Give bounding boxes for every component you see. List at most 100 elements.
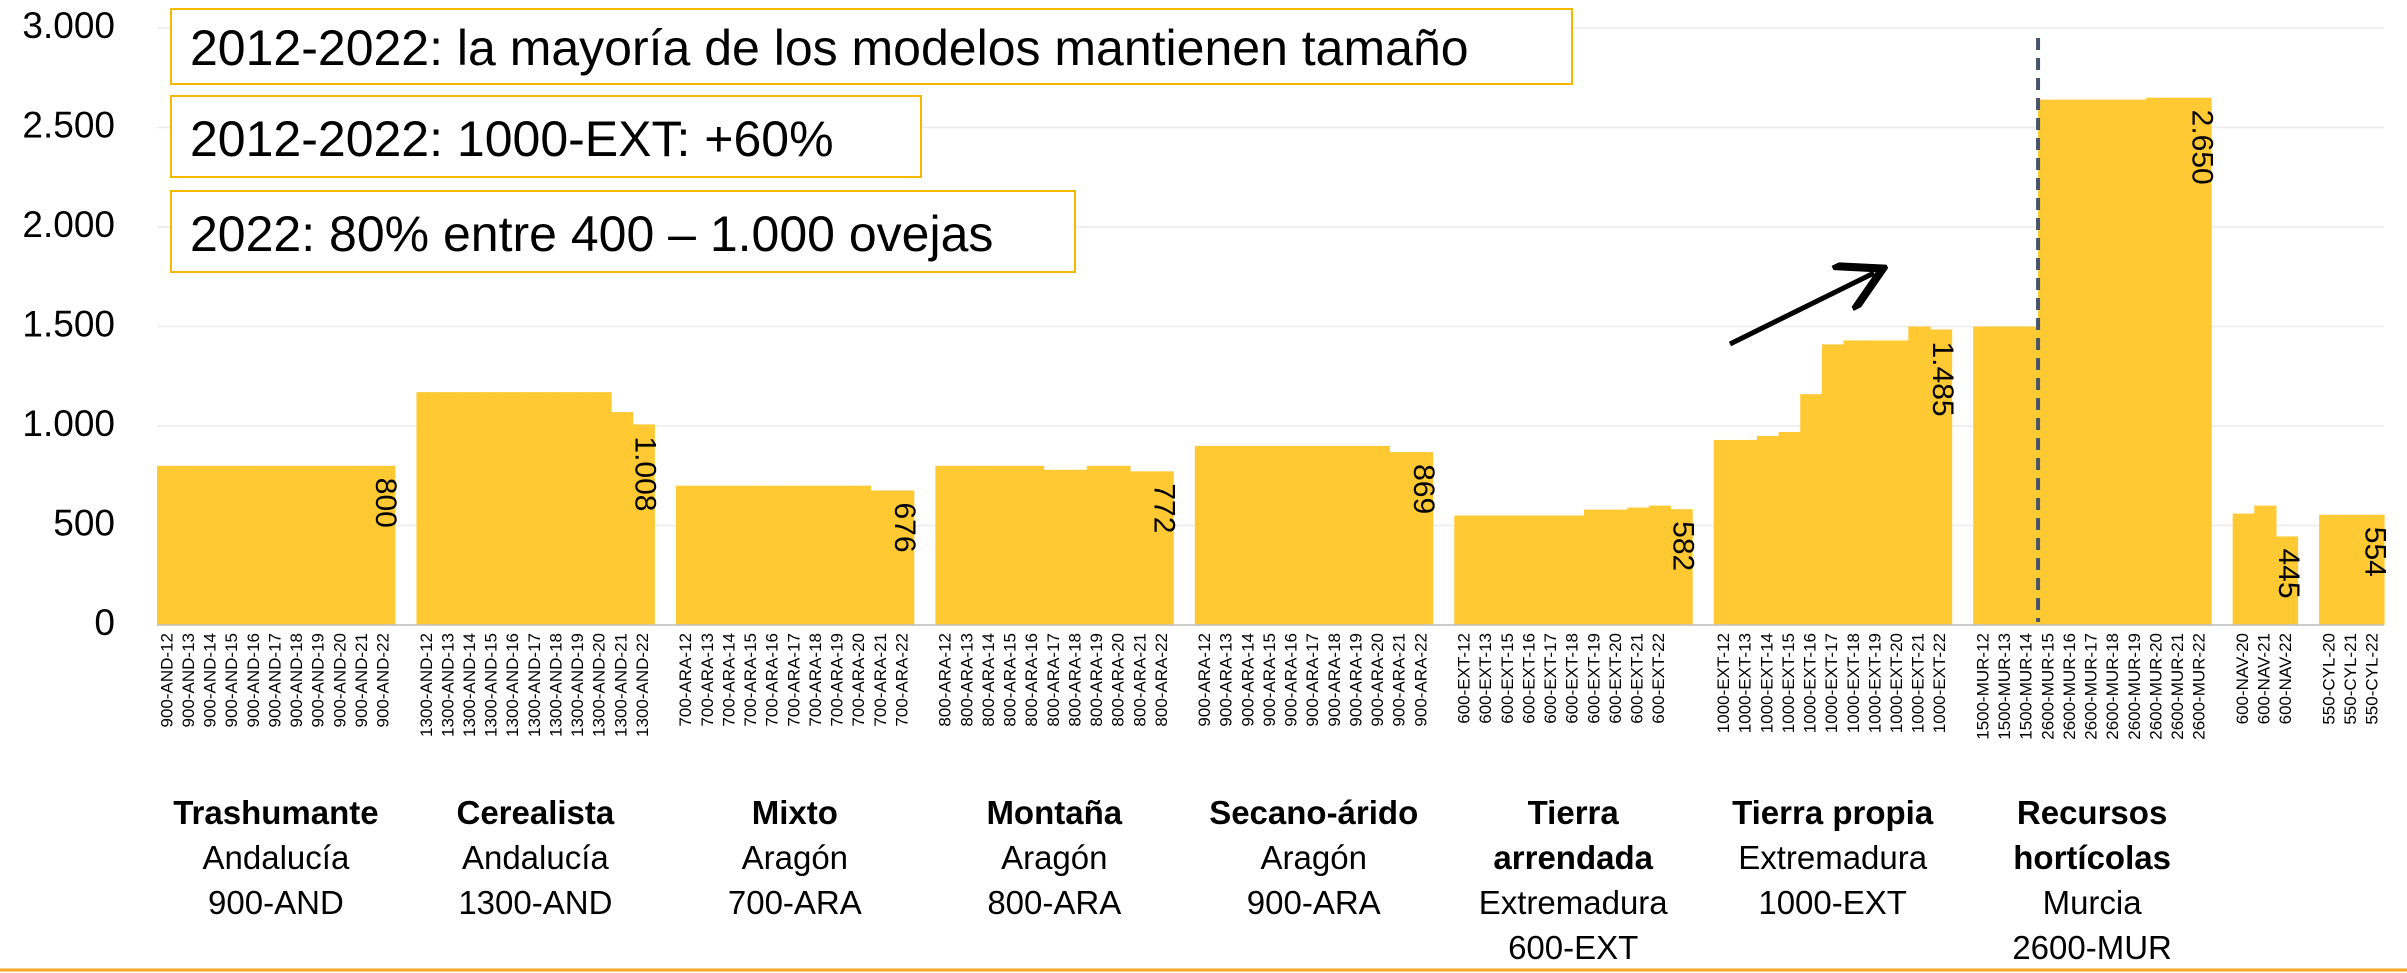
bar <box>2059 99 2082 625</box>
x-tick-label: 1000-EXT-22 <box>1930 633 1949 733</box>
x-tick-label: 1300-AND-15 <box>482 633 501 737</box>
bar <box>1735 439 1758 625</box>
x-tick-label: 2600-MUR-19 <box>2125 633 2144 740</box>
bar <box>308 465 331 625</box>
bar <box>329 465 353 625</box>
x-tick-label: 1000-EXT-12 <box>1714 633 1733 733</box>
bar <box>1367 445 1391 625</box>
bar <box>1605 509 1628 625</box>
y-tick-label: 3.000 <box>22 5 115 46</box>
bar <box>265 465 288 625</box>
group-code: 1300-AND <box>458 884 613 921</box>
x-tick-label: 800-ARA-16 <box>1022 633 1041 727</box>
x-tick-label: 900-ARA-12 <box>1195 633 1214 727</box>
trend-arrow <box>1728 273 1874 347</box>
bar <box>1475 515 1499 625</box>
group-code: 1000-EXT <box>1758 884 1907 921</box>
bars: 900-AND-12 900-AND-13 900-AND-14 900-AND-15… <box>157 97 2391 740</box>
bar <box>1346 445 1369 625</box>
x-tick-label: 1500-MUR-13 <box>1995 633 2014 740</box>
bar <box>1108 465 1131 625</box>
bar <box>1129 471 1153 625</box>
bar <box>1756 435 1780 625</box>
x-tick-label: 600-EXT-22 <box>1649 633 1668 724</box>
bar <box>567 392 591 625</box>
bar <box>1627 507 1650 625</box>
bar <box>1021 465 1045 625</box>
x-tick-label: 900-ARA-21 <box>1390 633 1409 727</box>
bar <box>1389 452 1412 625</box>
x-tick-label: 600-NAV-21 <box>2255 633 2274 724</box>
bar <box>762 485 785 625</box>
x-tick-label: 1300-AND-21 <box>611 633 630 737</box>
x-tick-label: 1000-EXT-15 <box>1779 633 1798 733</box>
group-region: Aragón <box>1001 839 1108 876</box>
group-label: Tierra arrendada Extremadura 600-EXT <box>1443 790 1702 970</box>
x-tick-label: 900-ARA-17 <box>1303 633 1322 727</box>
bar <box>438 392 461 625</box>
bar <box>524 392 547 625</box>
x-tick-label: 900-AND-18 <box>287 633 306 728</box>
x-tick-label: 900-AND-14 <box>201 633 220 728</box>
bar <box>481 392 504 625</box>
group-label: Montaña Aragón 800-ARA <box>925 790 1184 925</box>
x-tick-label: 800-ARA-20 <box>1109 633 1128 727</box>
x-tick-label: 1300-AND-19 <box>568 633 587 737</box>
x-tick-label: 1000-EXT-18 <box>1844 633 1863 733</box>
x-tick-label: 550-CYL-22 <box>2363 633 2382 725</box>
x-tick-label: 900-ARA-22 <box>1411 633 1430 727</box>
x-tick-label: 800-ARA-12 <box>936 633 955 727</box>
bar <box>459 392 482 625</box>
x-tick-label: 900-AND-21 <box>352 633 371 728</box>
x-tick-label: 700-ARA-16 <box>763 633 782 727</box>
x-tick-label: 900-ARA-14 <box>1238 633 1257 727</box>
bar <box>1886 340 1909 625</box>
bar <box>870 490 893 625</box>
bar <box>221 465 245 625</box>
bar <box>502 392 526 625</box>
x-tick-label: 1300-AND-17 <box>525 633 544 737</box>
x-tick-label: 900-AND-19 <box>309 633 328 728</box>
bar <box>1000 465 1023 625</box>
x-tick-label: 700-ARA-18 <box>806 633 825 727</box>
group-code: 2600-MUR <box>2012 929 2172 966</box>
x-tick-label: 900-AND-17 <box>265 633 284 728</box>
bar <box>978 465 1001 625</box>
x-tick-label: 900-AND-20 <box>330 633 349 728</box>
value-label: 676 <box>888 502 921 552</box>
y-tick-label: 1.500 <box>22 303 115 344</box>
bar <box>1908 326 1931 625</box>
x-tick-label: 900-ARA-19 <box>1346 633 1365 727</box>
bar <box>1324 445 1347 625</box>
bar <box>1994 326 2018 625</box>
x-tick-label: 600-EXT-20 <box>1606 633 1625 724</box>
group-region: Andalucía <box>461 839 609 876</box>
value-label: 869 <box>1407 464 1440 514</box>
x-tick-label: 1300-AND-20 <box>590 633 609 737</box>
x-tick-label: 800-ARA-19 <box>1087 633 1106 727</box>
x-tick-label: 700-ARA-12 <box>676 633 695 727</box>
bar <box>675 485 699 625</box>
x-tick-label: 700-ARA-19 <box>828 633 847 727</box>
x-tick-label: 800-ARA-21 <box>1130 633 1149 727</box>
x-tick-label: 900-ARA-20 <box>1368 633 1387 727</box>
x-tick-label: 800-ARA-14 <box>979 633 998 727</box>
x-tick-label: 800-ARA-17 <box>1044 633 1063 727</box>
x-tick-label: 1000-EXT-20 <box>1887 633 1906 733</box>
group-name: Tierra propia <box>1732 794 1934 831</box>
bar <box>1216 445 1239 625</box>
bar <box>2362 514 2385 625</box>
x-tick-label: 1000-EXT-16 <box>1801 633 1820 733</box>
x-tick-label: 600-NAV-22 <box>2276 633 2295 724</box>
group-region: Extremadura <box>1738 839 1928 876</box>
bar <box>2146 97 2169 625</box>
bar <box>1497 515 1520 625</box>
x-tick-label: 2600-MUR-15 <box>2038 633 2057 740</box>
x-tick-label: 600-NAV-20 <box>2233 633 2252 724</box>
group-name: Montaña <box>986 794 1123 831</box>
x-tick-label: 1000-EXT-21 <box>1909 633 1928 733</box>
bar <box>719 485 742 625</box>
bar <box>1540 515 1563 625</box>
bar <box>2254 505 2277 625</box>
x-tick-label: 2600-MUR-18 <box>2103 633 2122 740</box>
